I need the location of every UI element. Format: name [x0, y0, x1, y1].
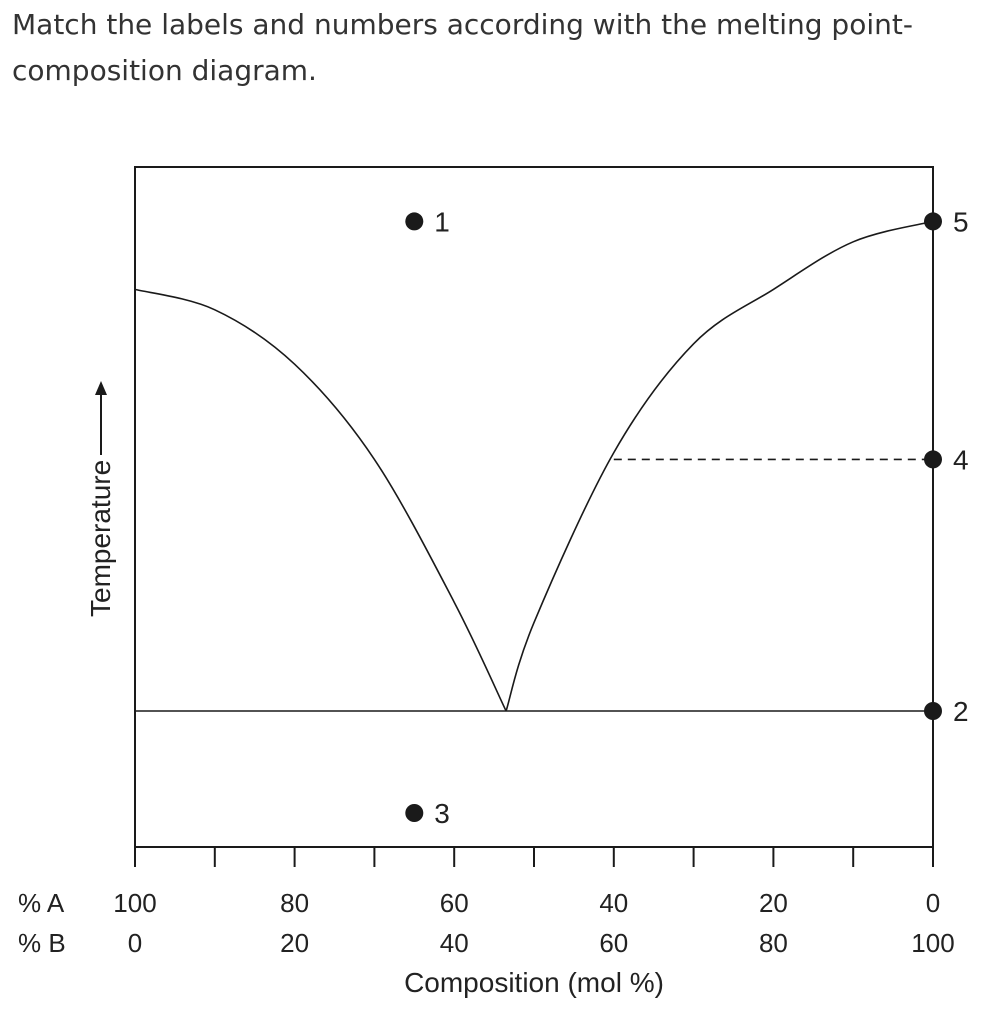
- x-tick-label-a: 100: [113, 888, 156, 918]
- point-label-3: 3: [434, 798, 450, 829]
- question-text: Match the labels and numbers according w…: [12, 8, 913, 87]
- x-tick-label-b: 100: [911, 928, 954, 958]
- point-marker-5: [924, 212, 942, 231]
- point-label-5: 5: [953, 206, 969, 237]
- liquidus-curve-left: [134, 288, 507, 712]
- plot-frame: [134, 166, 934, 848]
- x-tick-label-a: 40: [599, 888, 628, 918]
- point-marker-3: [405, 804, 424, 822]
- x-tick-label-a: 20: [759, 888, 788, 918]
- row-label-b: % B: [18, 928, 66, 958]
- x-tick-label-b: 80: [759, 928, 788, 958]
- x-tick-label-b: 0: [128, 928, 142, 958]
- point-label-2: 2: [953, 696, 969, 727]
- point-label-1: 1: [434, 206, 450, 237]
- x-tick-label-b: 20: [280, 928, 309, 958]
- point-marker-2: [924, 702, 942, 720]
- point-marker-4: [924, 450, 942, 469]
- x-tick-label-a: 0: [926, 888, 940, 918]
- y-axis-label: Temperature: [85, 460, 116, 617]
- point-marker-1: [405, 212, 424, 231]
- x-tick-label-a: 80: [280, 888, 309, 918]
- x-axis-label: Composition (mol %): [404, 967, 664, 998]
- liquidus-curve-right: [505, 220, 934, 712]
- x-tick-label-a: 60: [440, 888, 469, 918]
- point-label-4: 4: [953, 444, 969, 475]
- y-axis-label-group: Temperature: [85, 381, 116, 617]
- x-tick-label-b: 60: [599, 928, 628, 958]
- y-axis-arrow-head: [95, 381, 107, 395]
- row-label-a: % A: [18, 888, 65, 918]
- x-tick-label-b: 40: [440, 928, 469, 958]
